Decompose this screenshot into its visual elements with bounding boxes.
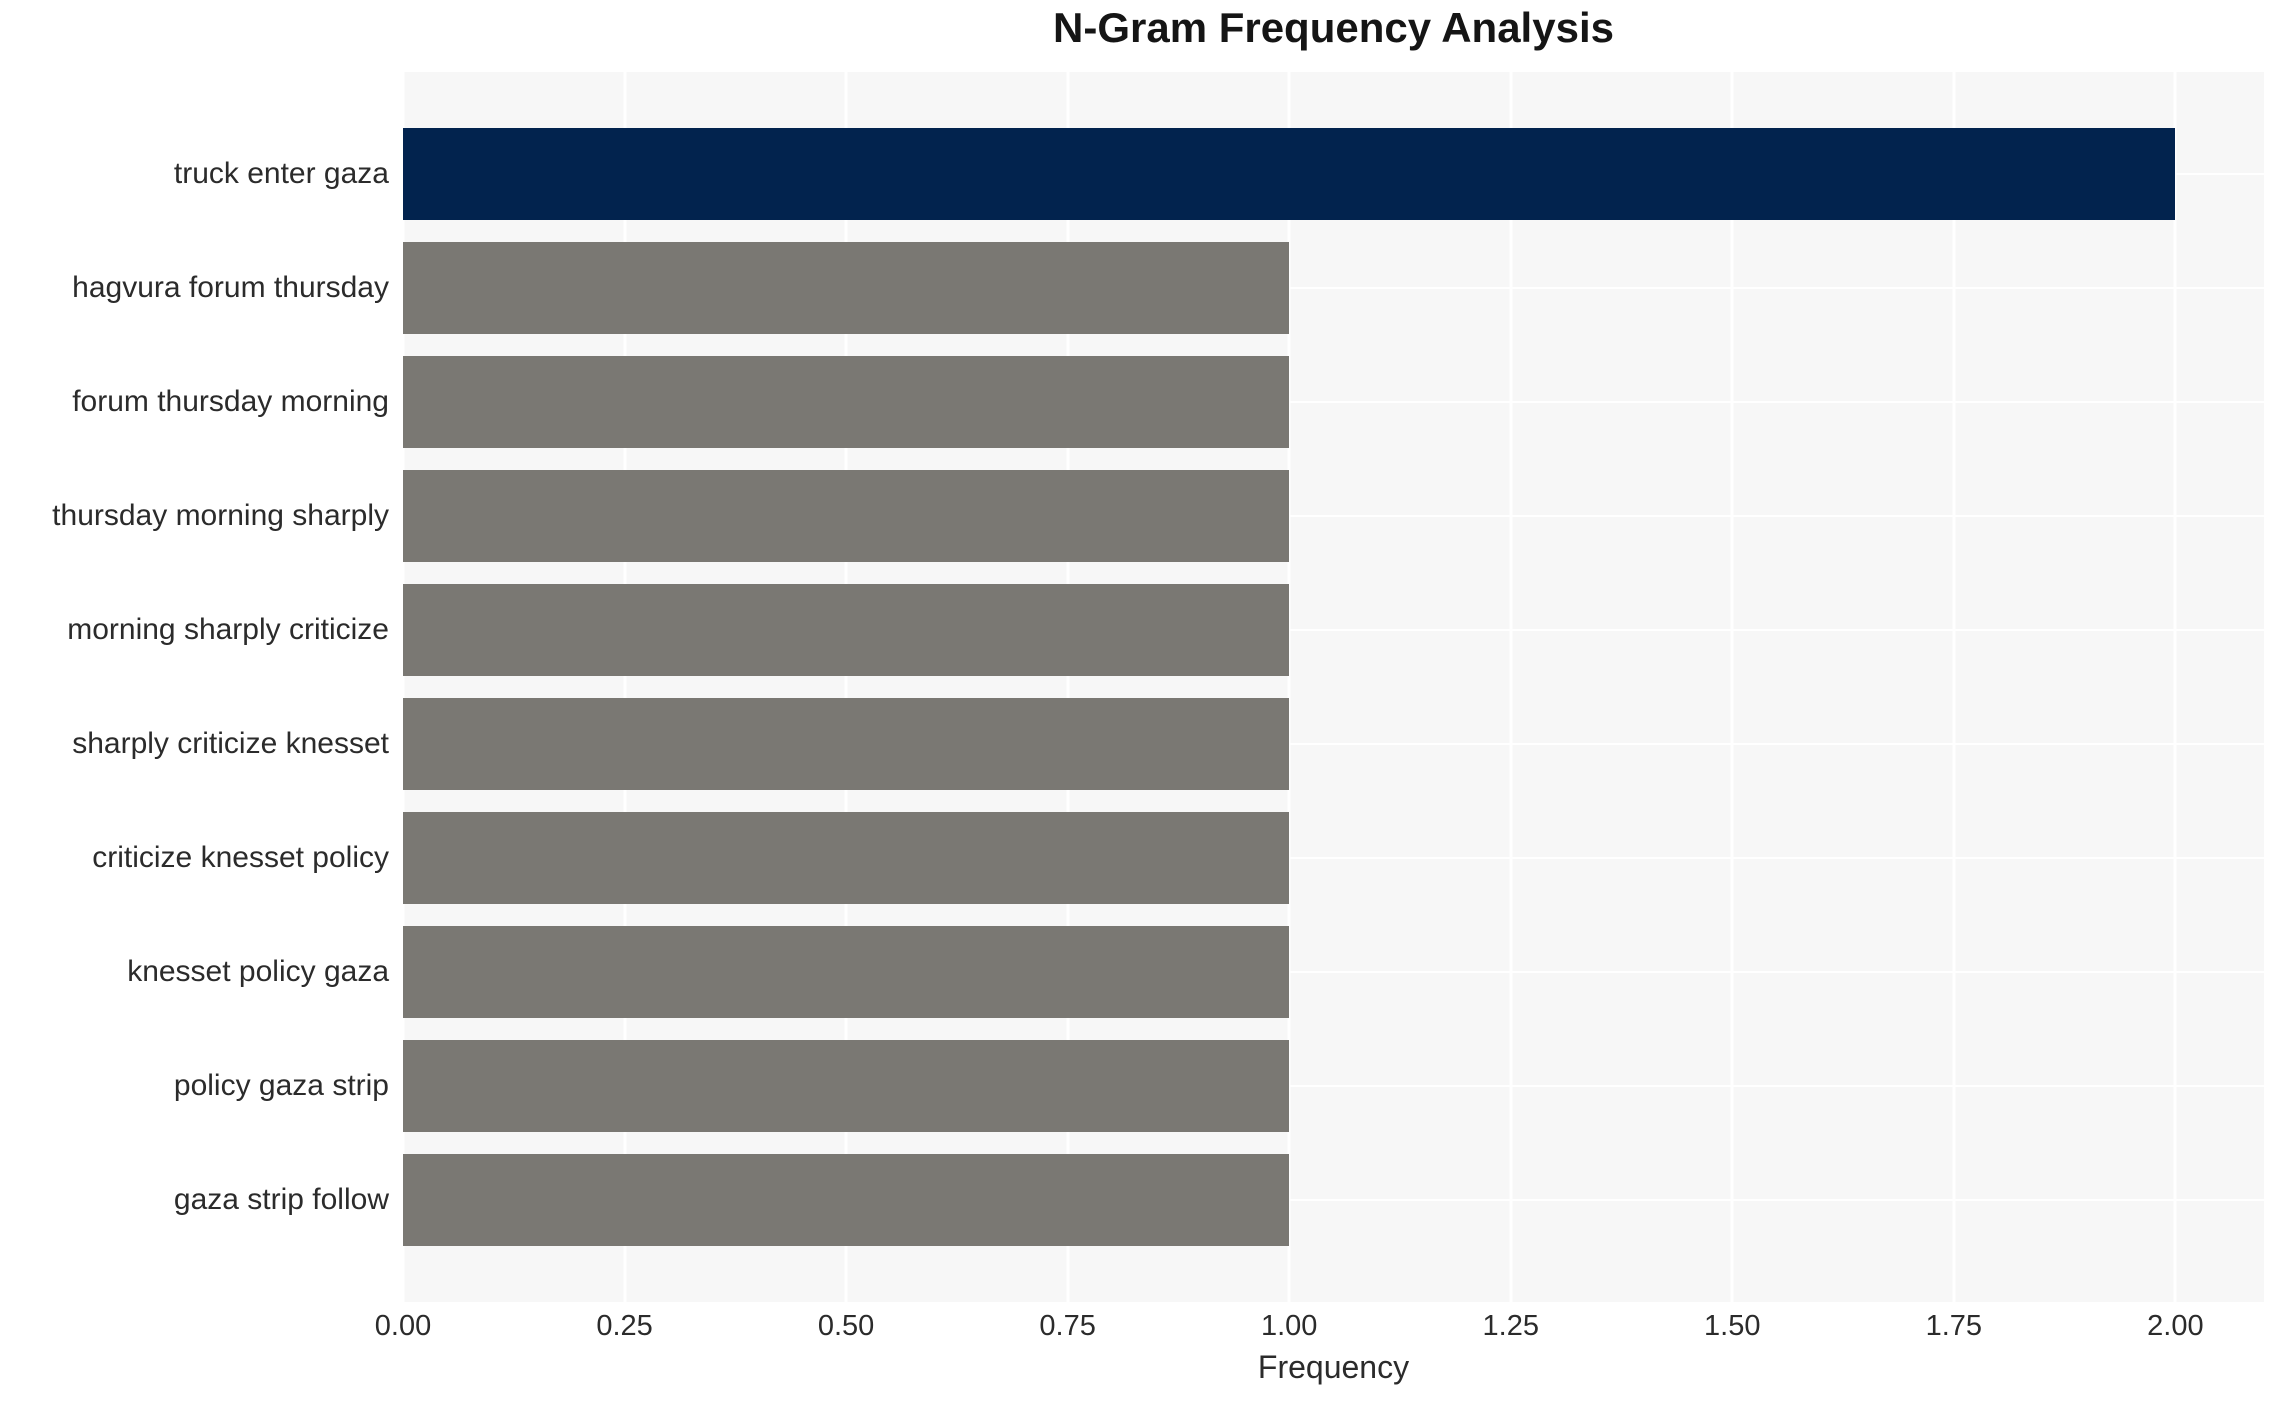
gridline-vertical — [1952, 72, 1956, 1302]
bar-track — [403, 573, 2264, 687]
frequency-bar — [403, 584, 1290, 676]
category-label: sharply criticize knesset — [72, 727, 389, 760]
gridline-horizontal — [403, 1085, 2264, 1087]
gridline-horizontal — [403, 1199, 2264, 1201]
gridline-horizontal — [403, 401, 2264, 403]
x-tick-label: 1.50 — [1704, 1310, 1761, 1342]
bar-track — [403, 687, 2264, 801]
bar-track — [403, 801, 2264, 915]
bar-row: hagvura forum thursday — [0, 231, 2284, 345]
frequency-bar — [403, 1040, 1290, 1132]
frequency-bar — [403, 698, 1290, 790]
gridline-horizontal — [403, 287, 2264, 289]
gridline-vertical — [1509, 72, 1513, 1302]
bar-track — [403, 915, 2264, 1029]
category-label: gaza strip follow — [173, 1183, 389, 1216]
frequency-bar — [403, 470, 1290, 562]
bar-row: forum thursday morning — [0, 345, 2284, 459]
x-tick-label: 0.50 — [817, 1310, 875, 1342]
x-axis-label: Frequency — [1257, 1349, 1410, 1385]
frequency-bar — [403, 242, 1290, 334]
category-label: hagvura forum thursday — [72, 271, 389, 304]
gridline-horizontal — [403, 515, 2264, 517]
gridline-vertical — [1730, 72, 1734, 1302]
bar-track — [403, 1143, 2264, 1257]
x-tick-label: 1.00 — [1260, 1310, 1318, 1342]
x-tick-label: 0.25 — [596, 1310, 653, 1342]
chart-title: N-Gram Frequency Analysis — [1053, 4, 1614, 51]
frequency-bar — [403, 926, 1290, 1018]
bar-rows: truck enter gaza hagvura forum thursday fo… — [0, 72, 2284, 1302]
gridline-vertical — [401, 72, 405, 1302]
category-label: morning sharply criticize — [67, 613, 389, 646]
gridline-vertical — [2173, 72, 2177, 1302]
x-tick-label: 2.00 — [2147, 1310, 2204, 1342]
gridline-horizontal — [403, 857, 2264, 859]
bar-track — [403, 117, 2264, 231]
bar-track — [403, 459, 2264, 573]
bar-row: knesset policy gaza — [0, 915, 2284, 1029]
frequency-bar — [403, 812, 1290, 904]
x-tick-label: 0.00 — [374, 1310, 432, 1342]
bar-row: gaza strip follow — [0, 1143, 2284, 1257]
gridline-horizontal — [403, 971, 2264, 973]
bar-row: thursday morning sharply — [0, 459, 2284, 573]
category-label: criticize knesset policy — [92, 841, 389, 874]
frequency-bar — [403, 128, 2176, 220]
bar-row: morning sharply criticize — [0, 573, 2284, 687]
bar-track — [403, 231, 2264, 345]
x-tick-label: 0.75 — [1039, 1310, 1096, 1342]
bar-track — [403, 1029, 2264, 1143]
x-axis-ticks: 0.00 0.25 0.50 0.75 1.00 1.25 1.50 1.75 2.00 — [375, 1310, 2264, 1350]
gridline-horizontal — [403, 629, 2264, 631]
gridline-vertical — [1287, 72, 1291, 1302]
category-label: thursday morning sharply — [52, 499, 389, 532]
gridline-horizontal — [403, 743, 2264, 745]
x-tick-label: 1.25 — [1482, 1310, 1539, 1342]
gridline-vertical — [623, 72, 627, 1302]
bar-row: criticize knesset policy — [0, 801, 2284, 915]
gridline-vertical — [1066, 72, 1070, 1302]
bar-row: sharply criticize knesset — [0, 687, 2284, 801]
category-label: forum thursday morning — [72, 385, 389, 418]
category-label: knesset policy gaza — [127, 955, 389, 988]
category-label: truck enter gaza — [173, 157, 389, 190]
gridline-vertical — [844, 72, 848, 1302]
bar-track — [403, 345, 2264, 459]
bar-row: truck enter gaza — [0, 117, 2284, 231]
bar-row: policy gaza strip — [0, 1029, 2284, 1143]
frequency-bar — [403, 1154, 1290, 1246]
category-label: policy gaza strip — [173, 1069, 389, 1102]
frequency-bar — [403, 356, 1290, 448]
x-tick-label: 1.75 — [1925, 1310, 1983, 1342]
